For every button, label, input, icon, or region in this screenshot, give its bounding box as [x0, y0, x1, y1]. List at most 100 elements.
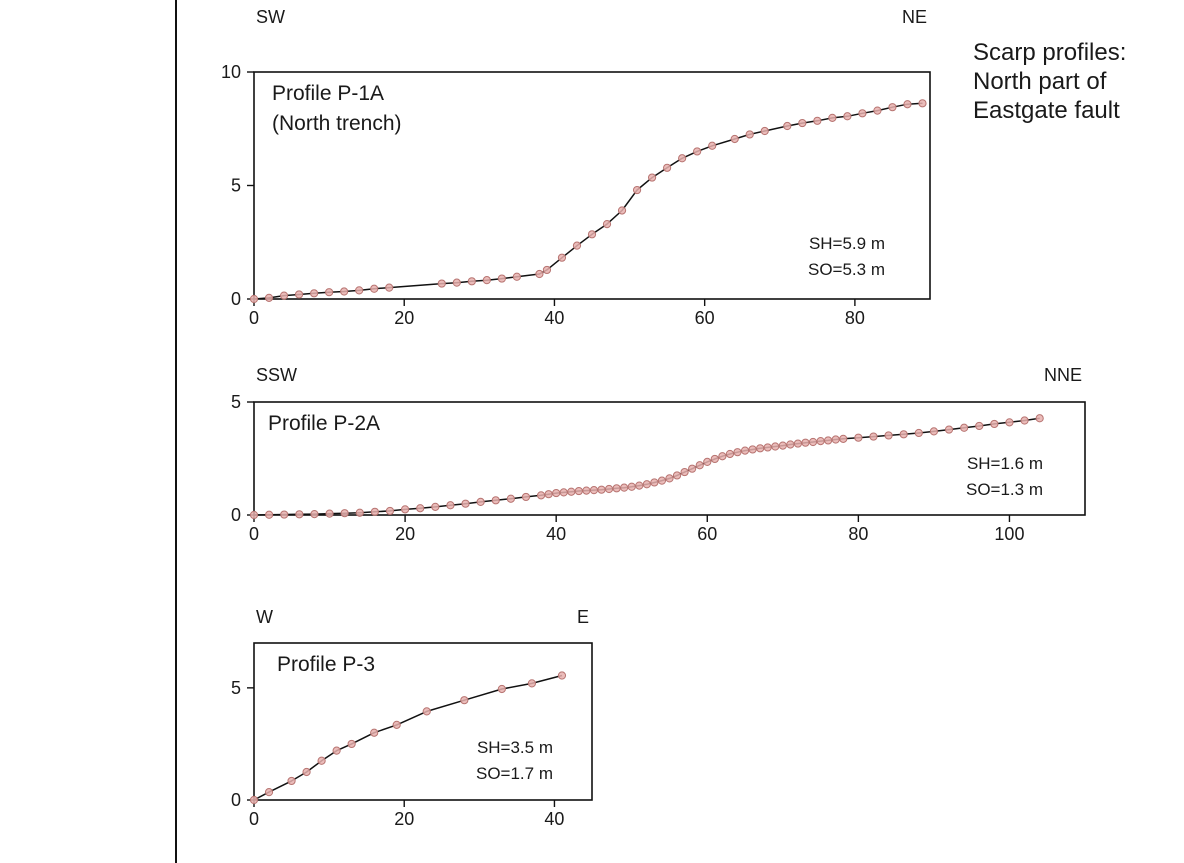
- survey-point: [332, 746, 341, 755]
- survey-point: [582, 486, 591, 495]
- survey-point: [249, 795, 259, 805]
- x-tick-label: 0: [249, 308, 259, 328]
- survey-point: [340, 509, 349, 518]
- survey-point: [657, 476, 667, 485]
- survey-point: [960, 423, 969, 432]
- scarp-measure-note: SH=5.9 m: [809, 234, 885, 253]
- y-tick-label: 0: [231, 289, 241, 309]
- profile-name-line: Profile P-2A: [268, 412, 380, 435]
- survey-point: [828, 113, 837, 122]
- survey-point: [703, 457, 712, 466]
- survey-point: [309, 289, 319, 298]
- survey-point: [249, 510, 259, 520]
- survey-point: [567, 487, 576, 496]
- survey-point: [392, 720, 401, 729]
- survey-point: [527, 679, 537, 688]
- plot-frame: [253, 642, 593, 801]
- survey-point: [647, 173, 657, 182]
- survey-point: [370, 284, 379, 293]
- x-tick-label: 100: [994, 524, 1024, 544]
- survey-point: [635, 481, 644, 490]
- x-tick-label: 40: [544, 809, 564, 829]
- direction-label-right: NE: [902, 7, 927, 27]
- survey-point: [559, 488, 568, 497]
- survey-point: [843, 112, 852, 121]
- direction-label-left: SW: [256, 7, 285, 27]
- survey-point: [1005, 418, 1014, 427]
- survey-point: [512, 272, 521, 281]
- survey-point: [437, 279, 446, 288]
- survey-point: [733, 448, 742, 457]
- survey-point: [317, 756, 326, 765]
- survey-point: [745, 130, 754, 139]
- survey-point: [280, 510, 289, 519]
- survey-point: [355, 508, 364, 517]
- survey-point: [1035, 414, 1044, 423]
- survey-point: [888, 103, 897, 112]
- survey-point: [663, 163, 672, 172]
- figure-title: Scarp profiles: North part of Eastgate f…: [973, 38, 1126, 125]
- survey-point: [385, 506, 395, 516]
- direction-label-left: W: [256, 607, 273, 627]
- survey-point: [748, 445, 757, 454]
- survey-point: [491, 496, 500, 505]
- survey-point: [642, 480, 651, 489]
- survey-point: [400, 505, 410, 514]
- survey-point: [650, 478, 659, 487]
- x-tick-label: 0: [249, 524, 259, 544]
- survey-point: [597, 485, 606, 494]
- survey-point: [831, 435, 840, 444]
- survey-point: [535, 269, 544, 279]
- survey-point: [783, 121, 792, 131]
- plot-frame: [253, 401, 1086, 516]
- profile-chart-p2a: 0 20 40 60 80 100 0 5 SSW NNE Profile P-2A SH=1.6 m…: [231, 365, 1086, 544]
- y-tick-label: 0: [231, 505, 241, 525]
- scarp-measure-note: SH=3.5 m: [477, 738, 553, 757]
- survey-point: [617, 206, 627, 215]
- survey-point: [467, 277, 476, 286]
- y-tick-label: 5: [231, 678, 241, 698]
- survey-point: [340, 287, 349, 296]
- survey-point: [627, 482, 636, 491]
- y-tick-label: 5: [231, 392, 241, 412]
- figure-title-line-3: Eastgate fault: [973, 97, 1120, 124]
- survey-point: [914, 428, 923, 438]
- survey-point: [587, 230, 597, 239]
- survey-point: [680, 467, 689, 477]
- profile-chart-p1a: 0 20 40 60 80 0 5 10 SW NE Profile P-1A (North tren…: [221, 7, 931, 328]
- survey-point: [602, 219, 612, 229]
- survey-point: [884, 431, 893, 440]
- direction-label-right: NNE: [1044, 365, 1082, 385]
- survey-point: [310, 509, 319, 519]
- survey-point: [839, 434, 848, 443]
- x-tick-label: 20: [394, 809, 414, 829]
- profile-name-line: Profile P-1A: [272, 82, 384, 105]
- figure-title-line-1: Scarp profiles:: [973, 39, 1127, 66]
- survey-point: [249, 294, 259, 304]
- survey-point: [544, 490, 553, 499]
- survey-point: [294, 290, 304, 299]
- survey-point: [678, 154, 687, 163]
- survey-point: [572, 241, 582, 250]
- survey-point: [725, 449, 735, 459]
- profile-name-line: Profile P-3: [277, 653, 375, 676]
- survey-point: [302, 767, 311, 777]
- survey-point: [665, 474, 674, 483]
- survey-point: [778, 441, 787, 450]
- y-tick-label: 10: [221, 62, 241, 82]
- survey-point: [557, 253, 567, 262]
- survey-point: [873, 106, 882, 115]
- survey-point: [672, 471, 682, 480]
- survey-point: [763, 443, 772, 452]
- x-tick-label: 40: [544, 308, 564, 328]
- profile-name-line: (North trench): [272, 112, 402, 135]
- survey-point: [1020, 416, 1029, 425]
- survey-point: [793, 439, 803, 448]
- survey-point: [431, 502, 440, 511]
- survey-point: [476, 497, 485, 506]
- survey-point: [370, 507, 379, 516]
- survey-point: [760, 126, 769, 136]
- survey-point: [612, 484, 621, 493]
- survey-point: [695, 461, 704, 470]
- x-tick-label: 20: [394, 308, 414, 328]
